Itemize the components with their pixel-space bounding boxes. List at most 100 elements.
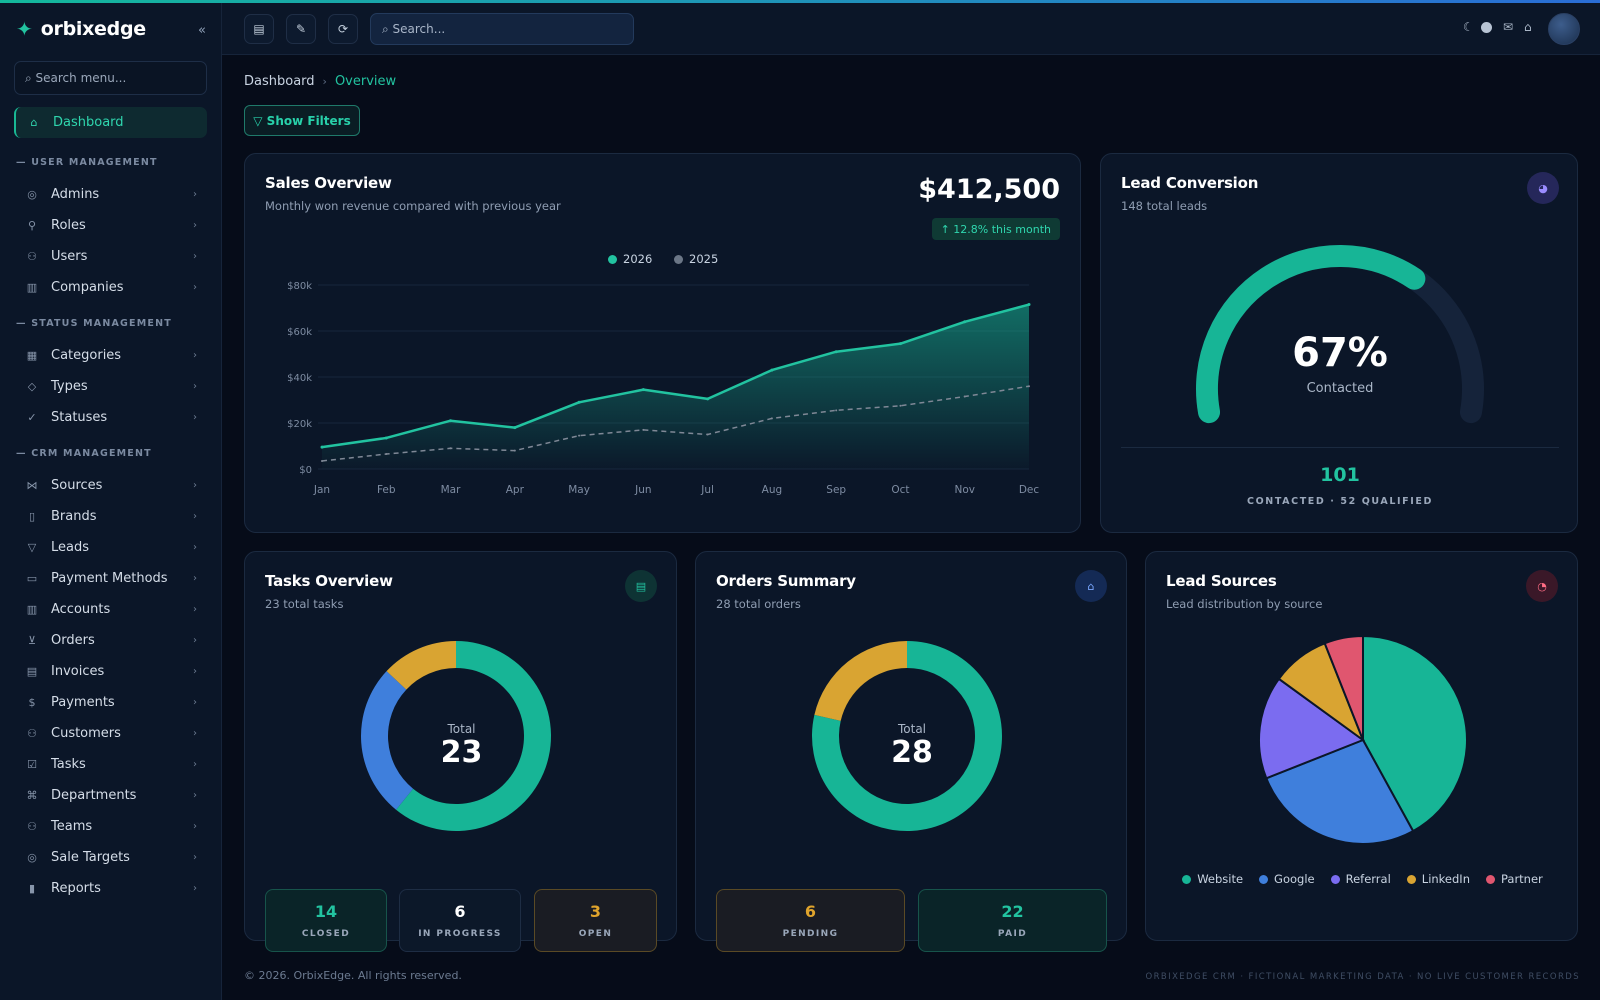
legend-website[interactable]: Website [1182, 872, 1243, 886]
slice-google[interactable] [1265, 738, 1415, 845]
avatar[interactable] [1548, 13, 1580, 45]
series-2025-point[interactable] [642, 428, 645, 431]
series-2026-point[interactable] [641, 388, 645, 392]
edit-button[interactable]: ✎ [286, 14, 316, 44]
menu-search-input[interactable]: ⌕ Search menu... [14, 61, 207, 95]
sidebar-item-invoices[interactable]: ▤ Invoices › [14, 656, 207, 687]
x-tick-label: Feb [377, 484, 396, 496]
legend-referral[interactable]: Referral [1330, 872, 1391, 886]
series-2025-point[interactable] [1028, 385, 1030, 388]
stat-closed[interactable]: 14 CLOSED [265, 889, 387, 952]
legend-2026[interactable]: 2026 [608, 252, 652, 266]
tasks-icon[interactable]: ▤ [625, 570, 657, 602]
slice-referral[interactable] [1258, 677, 1366, 780]
series-2026-point[interactable] [770, 368, 774, 372]
legend-2025[interactable]: 2025 [674, 252, 718, 266]
stat-label: OPEN [578, 929, 613, 939]
series-2025-point[interactable] [706, 433, 709, 436]
stat-pending[interactable]: 6 PENDING [716, 889, 905, 952]
series-2025-point[interactable] [899, 404, 902, 407]
series-2025-point[interactable] [963, 395, 966, 398]
sale-targets-icon: ◎ [27, 851, 37, 864]
collapse-sidebar-icon[interactable]: « [198, 23, 206, 38]
sidebar-item-label: Payment Methods [51, 571, 168, 586]
sidebar-item-label: Teams [51, 819, 93, 834]
series-2026-point[interactable] [834, 350, 838, 354]
sidebar-item-accounts[interactable]: ▥ Accounts › [14, 594, 207, 625]
sidebar-item-label: Customers [51, 726, 121, 741]
refresh-button[interactable]: ⟳ [328, 14, 358, 44]
section-user-management: — USER MANAGEMENT [16, 157, 158, 168]
sidebar-item-payment-methods[interactable]: ▭ Payment Methods › [14, 563, 207, 594]
legend-linkedin[interactable]: LinkedIn [1406, 872, 1470, 886]
series-2026-point[interactable] [577, 400, 581, 404]
stat-value: 22 [1001, 902, 1024, 921]
pie-icon[interactable]: ◕ [1527, 172, 1559, 204]
series-2026-point[interactable] [513, 426, 517, 430]
sidebar-item-payments[interactable]: $ Payments › [14, 687, 207, 718]
sidebar-item-customers[interactable]: ⚇ Customers › [14, 718, 207, 749]
series-2025-point[interactable] [835, 409, 838, 412]
stat-open[interactable]: 3 OPEN [534, 889, 657, 952]
legend-dot [1182, 874, 1192, 884]
slice-website[interactable] [1362, 634, 1468, 833]
bell-icon[interactable]: ⌂ [1524, 20, 1532, 34]
global-search-input[interactable]: ⌕ Search... [370, 13, 634, 45]
slice-open[interactable] [386, 641, 456, 690]
legend-partner[interactable]: Partner [1485, 872, 1543, 886]
slice-in-progress[interactable] [361, 671, 414, 810]
sidebar-item-tasks[interactable]: ☑ Tasks › [14, 749, 207, 780]
sidebar-item-teams[interactable]: ⚇ Teams › [14, 811, 207, 842]
chart-pie-icon[interactable]: ◔ [1526, 570, 1558, 602]
sidebar-item-types[interactable]: ◇ Types › [14, 371, 207, 402]
stat-label: PENDING [782, 929, 839, 939]
slice-closed[interactable] [396, 641, 551, 831]
sidebar-item-statuses[interactable]: ✓ Statuses › [14, 402, 207, 433]
sidebar-item-categories[interactable]: ▦ Categories › [14, 340, 207, 371]
series-2025-point[interactable] [321, 459, 323, 462]
series-2025-point[interactable] [449, 447, 452, 450]
series-2026-point[interactable] [384, 436, 388, 440]
series-2025-point[interactable] [578, 434, 581, 437]
sidebar-item-brands[interactable]: ▯ Brands › [14, 501, 207, 532]
slice-partner[interactable] [1323, 634, 1364, 741]
sidebar-item-sources[interactable]: ⋈ Sources › [14, 470, 207, 501]
series-2025-point[interactable] [770, 417, 773, 420]
teams-icon: ⚇ [27, 820, 37, 833]
sidebar-item-sale-targets[interactable]: ◎ Sale Targets › [14, 842, 207, 873]
sidebar-item-departments[interactable]: ⌘ Departments › [14, 780, 207, 811]
series-2026-point[interactable] [1027, 303, 1031, 307]
series-2026-point[interactable] [449, 419, 453, 423]
menu-toggle-button[interactable]: ▤ [244, 14, 274, 44]
payments-icon: $ [28, 696, 36, 709]
series-2026-point[interactable] [706, 397, 710, 401]
stat-value: 3 [589, 902, 602, 921]
mail-icon[interactable]: ✉ [1503, 20, 1514, 34]
moon-icon[interactable]: ☾ [1463, 20, 1474, 34]
status-dot-icon[interactable] [1481, 22, 1492, 33]
breadcrumb-root[interactable]: Dashboard [244, 74, 315, 89]
home-icon[interactable]: ⌂ [1075, 570, 1107, 602]
series-2025-point[interactable] [385, 453, 388, 456]
x-tick-label: Oct [891, 484, 909, 496]
sidebar-item-admins[interactable]: ◎ Admins › [14, 179, 207, 210]
sidebar-item-companies[interactable]: ▥ Companies › [14, 272, 207, 303]
sidebar-item-reports[interactable]: ▮ Reports › [14, 873, 207, 904]
sidebar-item-users[interactable]: ⚇ Users › [14, 241, 207, 272]
series-2026-point[interactable] [963, 320, 967, 324]
show-filters-button[interactable]: ▽ Show Filters [244, 105, 360, 136]
legend-google[interactable]: Google [1259, 872, 1315, 886]
sidebar-item-dashboard[interactable]: ⌂ Dashboard [14, 107, 207, 138]
series-2026-point[interactable] [320, 445, 324, 449]
brand-logo[interactable]: ✦ orbixedge [16, 17, 146, 41]
series-2025-point[interactable] [513, 449, 516, 452]
sidebar-item-roles[interactable]: ⚲ Roles › [14, 210, 207, 241]
slice-pending[interactable] [814, 641, 907, 721]
card-subtitle: 28 total orders [716, 597, 801, 611]
sidebar-item-leads[interactable]: ▽ Leads › [14, 532, 207, 563]
sidebar-item-orders[interactable]: ⊻ Orders › [14, 625, 207, 656]
stat-paid[interactable]: 22 PAID [918, 889, 1107, 952]
orders-donut-chart [812, 641, 1002, 831]
series-2026-point[interactable] [898, 342, 902, 346]
stat-in-progress[interactable]: 6 IN PROGRESS [399, 889, 521, 952]
